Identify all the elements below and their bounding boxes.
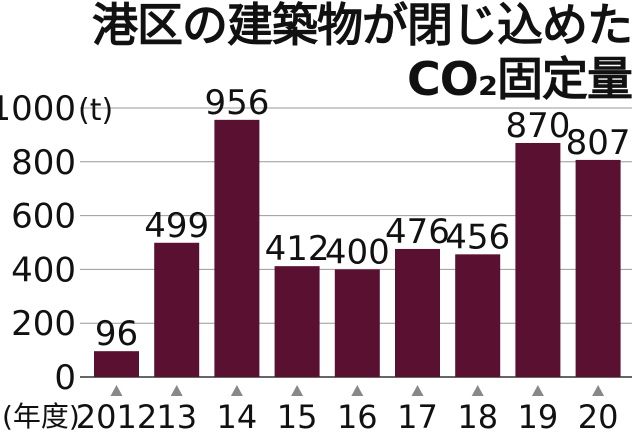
bar (154, 242, 200, 377)
data-label: 870 (505, 106, 570, 146)
data-label: 476 (385, 212, 450, 252)
x-tick-label: 15 (277, 398, 318, 436)
y-tick-label: 800 (11, 143, 76, 183)
y-axis-ticks: 0 200 400 600 800 1000 (t) (0, 89, 113, 398)
bar (515, 142, 561, 377)
data-label: 456 (445, 217, 510, 257)
title-line-2: CO₂固定量 (406, 52, 633, 106)
data-label: 412 (265, 229, 330, 269)
bar (94, 351, 139, 377)
data-label: 96 (95, 314, 138, 354)
data-label: 499 (144, 206, 209, 246)
y-tick-label: 1000 (0, 89, 76, 129)
x-axis-ticks: 2012 13 14 15 16 17 18 19 20 (年度) (2, 385, 618, 436)
bar (334, 269, 380, 377)
x-tick-label: 13 (156, 398, 197, 436)
bar (214, 119, 260, 377)
data-label: 807 (566, 123, 631, 163)
tick-marker (411, 385, 424, 396)
y-tick-label: 600 (11, 197, 76, 237)
y-tick-label: 200 (11, 304, 76, 344)
y-tick-label: 0 (54, 358, 76, 398)
tick-marker (170, 385, 183, 396)
bar (395, 248, 440, 377)
tick-marker (110, 385, 123, 396)
tick-marker (592, 385, 605, 396)
x-tick-label: 14 (217, 398, 258, 436)
title-line-1: 港区の建築物が閉じ込めた (92, 0, 633, 52)
x-tick-label: 16 (337, 398, 378, 436)
bars (94, 119, 621, 377)
x-tick-label: 18 (457, 398, 498, 436)
bar (274, 266, 320, 377)
bar (575, 159, 621, 377)
chart-title: 港区の建築物が閉じ込めた CO₂固定量 (92, 0, 633, 106)
tick-marker (351, 385, 364, 396)
data-label: 400 (325, 232, 390, 272)
data-label: 956 (204, 83, 269, 123)
y-unit-label: (t) (78, 93, 113, 128)
tick-marker (291, 385, 304, 396)
bar (455, 254, 501, 377)
tick-marker (531, 385, 544, 396)
tick-marker (471, 385, 484, 396)
tick-marker (230, 385, 243, 396)
x-tick-label: 19 (518, 398, 559, 436)
x-tick-label: 20 (578, 398, 619, 436)
x-tick-label: 17 (397, 398, 438, 436)
x-tick-label: 2012 (76, 398, 157, 436)
x-unit-label: (年度) (2, 400, 80, 433)
y-tick-label: 400 (11, 250, 76, 290)
